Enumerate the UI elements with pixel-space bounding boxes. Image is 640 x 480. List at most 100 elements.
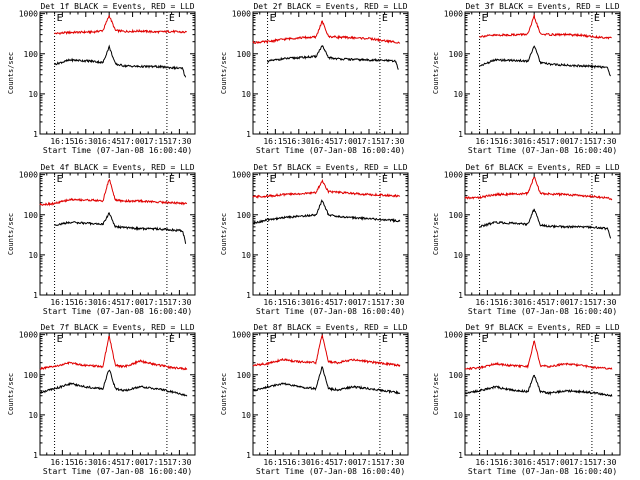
plot-frame [39, 172, 196, 296]
x-tick-label: 16:15 [50, 137, 74, 146]
y-tick-label: 1000 [444, 331, 463, 340]
x-tick-label: 16:30 [74, 458, 98, 467]
y-axis-label: Counts/sec [432, 373, 440, 415]
x-tick-label: 17:15 [144, 298, 168, 307]
x-tick-label: 17:00 [546, 458, 570, 467]
detector-panel-6: Det 6f BLACK = Events, RED = LLD 1 10 100 10… [432, 163, 621, 316]
detector-panel-2: Det 2f BLACK = Events, RED = LLD 1 10 100 10… [220, 2, 409, 155]
y-tick-label: 10 [28, 411, 38, 420]
y-tick-label: 1 [33, 451, 38, 460]
x-tick-label: 16:30 [287, 298, 311, 307]
y-axis-label: Counts/sec [220, 373, 228, 415]
x-tick-label: 17:00 [546, 137, 570, 146]
detector-panel-7: Det 7f BLACK = Events, RED = LLD 1 10 100 10… [7, 323, 196, 476]
x-tick-label: 17:30 [592, 458, 616, 467]
y-tick-label: 10 [241, 251, 251, 260]
x-tick-label: 17:30 [167, 458, 191, 467]
lld-series-line [39, 335, 188, 371]
x-tick-label: 17:30 [592, 137, 616, 146]
y-tick-label: 10 [28, 251, 38, 260]
x-tick-label: 17:00 [546, 298, 570, 307]
x-tick-label: 17:00 [334, 458, 358, 467]
y-axis-label: Counts/sec [7, 373, 15, 415]
time-marker-label: E [594, 174, 600, 185]
time-marker-label: E [594, 334, 600, 345]
y-axis-label: Counts/sec [7, 52, 15, 94]
x-tick-label: 16:30 [287, 458, 311, 467]
x-tick-label: 16:45 [522, 137, 546, 146]
time-marker-label: E [57, 13, 63, 24]
x-tick-label: 16:15 [50, 298, 74, 307]
x-axis-label: Start Time (07-Jan-08 16:00:40) [256, 467, 405, 476]
detector-panel-9: Det 9f BLACK = Events, RED = LLD 1 10 100 10… [432, 323, 621, 476]
x-tick-label: 17:15 [144, 458, 168, 467]
plot-frame [252, 332, 409, 456]
time-marker-label: E [382, 334, 388, 345]
y-tick-label: 1000 [19, 331, 38, 340]
plot-frame [252, 172, 409, 296]
x-tick-label: 17:00 [334, 137, 358, 146]
panel-title: Det 8f BLACK = Events, RED = LLD [253, 323, 407, 332]
x-tick-label: 16:15 [475, 137, 499, 146]
lld-series-line [252, 20, 401, 45]
panel-title: Det 1f BLACK = Events, RED = LLD [40, 2, 194, 11]
y-tick-label: 100 [237, 211, 252, 220]
y-tick-label: 1 [33, 130, 38, 139]
time-marker-label: E [270, 334, 276, 345]
y-tick-label: 10 [28, 90, 38, 99]
x-tick-label: 16:15 [263, 298, 287, 307]
time-marker-label: E [482, 174, 488, 185]
y-tick-label: 10 [241, 411, 251, 420]
events-series-line [267, 44, 399, 70]
time-marker-label: E [57, 174, 63, 185]
y-axis-label: Counts/sec [7, 213, 15, 255]
time-marker-label: E [594, 13, 600, 24]
events-series-line [252, 199, 401, 225]
y-tick-label: 1000 [444, 10, 463, 19]
lld-series-line [464, 340, 613, 371]
plot-frame [39, 11, 196, 135]
panel-title: Det 9f BLACK = Events, RED = LLD [465, 323, 619, 332]
x-tick-label: 16:15 [475, 298, 499, 307]
x-tick-label: 16:15 [475, 458, 499, 467]
lld-series-line [252, 334, 401, 368]
x-tick-label: 16:15 [263, 137, 287, 146]
events-series-line [39, 369, 188, 397]
x-axis-label: Start Time (07-Jan-08 16:00:40) [256, 307, 405, 316]
time-marker-label: E [482, 334, 488, 345]
y-tick-label: 100 [449, 50, 464, 59]
x-axis-label: Start Time (07-Jan-08 16:00:40) [43, 467, 192, 476]
x-tick-label: 17:00 [121, 458, 145, 467]
y-tick-label: 1 [458, 291, 463, 300]
y-tick-label: 1 [33, 291, 38, 300]
panel-title: Det 6f BLACK = Events, RED = LLD [465, 163, 619, 172]
panel-title: Det 7f BLACK = Events, RED = LLD [40, 323, 194, 332]
events-series-line [479, 45, 612, 77]
detector-panel-3: Det 3f BLACK = Events, RED = LLD 1 10 100 10… [432, 2, 621, 155]
lld-series-line [479, 13, 612, 40]
panel-title: Det 4f BLACK = Events, RED = LLD [40, 163, 194, 172]
x-axis-label: Start Time (07-Jan-08 16:00:40) [468, 467, 617, 476]
x-tick-label: 16:45 [310, 137, 334, 146]
x-axis-label: Start Time (07-Jan-08 16:00:40) [43, 146, 192, 155]
panel-title: Det 5f BLACK = Events, RED = LLD [253, 163, 407, 172]
plot-frame [252, 11, 409, 135]
time-marker-label: E [270, 174, 276, 185]
detector-panel-4: Det 4f BLACK = Events, RED = LLD 1 10 100 10… [7, 163, 196, 316]
y-tick-label: 1000 [19, 10, 38, 19]
y-tick-label: 1000 [232, 171, 251, 180]
y-tick-label: 10 [241, 90, 251, 99]
y-tick-label: 100 [237, 371, 252, 380]
time-marker-label: E [382, 13, 388, 24]
x-tick-label: 17:30 [380, 298, 404, 307]
detector-panel-1: Det 1f BLACK = Events, RED = LLD 1 10 100 10… [7, 2, 196, 155]
events-series-line [464, 374, 613, 398]
y-tick-label: 100 [449, 211, 464, 220]
plot-frame [39, 332, 196, 456]
y-tick-label: 1 [246, 451, 251, 460]
events-series-line [54, 44, 187, 78]
x-tick-label: 17:15 [569, 298, 593, 307]
y-axis-label: Counts/sec [432, 213, 440, 255]
x-axis-label: Start Time (07-Jan-08 16:00:40) [43, 307, 192, 316]
x-tick-label: 17:30 [380, 458, 404, 467]
